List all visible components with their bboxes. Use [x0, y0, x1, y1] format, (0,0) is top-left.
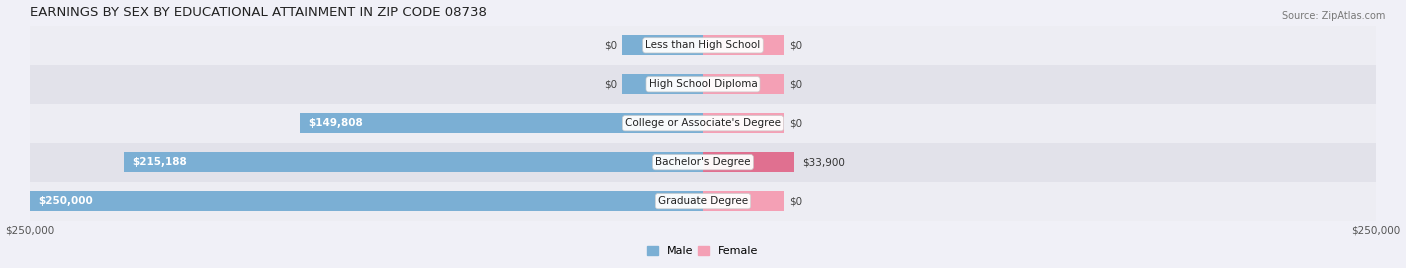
Bar	[703, 74, 783, 94]
Text: Bachelor's Degree: Bachelor's Degree	[655, 157, 751, 167]
Text: Less than High School: Less than High School	[645, 40, 761, 50]
Text: $0: $0	[789, 40, 803, 50]
Text: $149,808: $149,808	[308, 118, 363, 128]
Text: $215,188: $215,188	[132, 157, 187, 167]
Bar	[703, 35, 783, 55]
Text: $0: $0	[789, 79, 803, 89]
Text: $0: $0	[789, 118, 803, 128]
Text: $0: $0	[603, 40, 617, 50]
Bar	[30, 143, 1376, 182]
Bar	[30, 26, 1376, 65]
Text: Source: ZipAtlas.com: Source: ZipAtlas.com	[1281, 11, 1385, 21]
Text: $250,000: $250,000	[38, 196, 93, 206]
Text: $0: $0	[603, 79, 617, 89]
Bar	[623, 74, 703, 94]
Text: $33,900: $33,900	[803, 157, 845, 167]
Bar	[703, 152, 794, 172]
Bar	[30, 65, 1376, 104]
Bar	[124, 152, 703, 172]
Bar	[623, 35, 703, 55]
Bar	[703, 113, 783, 133]
Text: Graduate Degree: Graduate Degree	[658, 196, 748, 206]
Bar	[30, 182, 1376, 221]
Legend: Male, Female: Male, Female	[643, 242, 763, 261]
Text: EARNINGS BY SEX BY EDUCATIONAL ATTAINMENT IN ZIP CODE 08738: EARNINGS BY SEX BY EDUCATIONAL ATTAINMEN…	[30, 6, 486, 18]
Text: College or Associate's Degree: College or Associate's Degree	[626, 118, 780, 128]
Text: $0: $0	[789, 196, 803, 206]
Bar	[30, 104, 1376, 143]
Bar	[30, 191, 703, 211]
Text: High School Diploma: High School Diploma	[648, 79, 758, 89]
Bar	[703, 191, 783, 211]
Bar	[299, 113, 703, 133]
